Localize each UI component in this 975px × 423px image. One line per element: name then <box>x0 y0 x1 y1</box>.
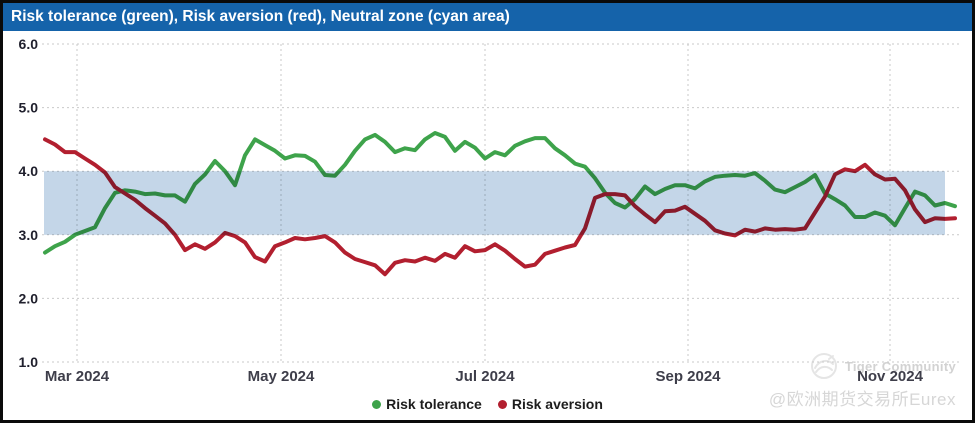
svg-text:2.0: 2.0 <box>19 290 39 306</box>
svg-text:1.0: 1.0 <box>19 354 39 370</box>
chart-title: Risk tolerance (green), Risk aversion (r… <box>11 8 510 25</box>
svg-text:Jul 2024: Jul 2024 <box>455 368 515 385</box>
svg-text:Nov 2024: Nov 2024 <box>857 368 924 385</box>
svg-text:Mar 2024: Mar 2024 <box>45 368 110 385</box>
risk-aversion-dot-icon <box>497 399 507 409</box>
legend-label-risk-aversion: Risk aversion <box>511 396 603 412</box>
legend-label-risk-tolerance: Risk tolerance <box>386 396 482 412</box>
legend-item-risk-aversion: Risk aversion <box>497 396 603 412</box>
tiger-community-logo-icon <box>810 353 837 379</box>
chart-legend: Risk tolerance Risk aversion <box>3 396 972 412</box>
chart-title-bar: Risk tolerance (green), Risk aversion (r… <box>3 3 972 31</box>
risk-line-chart: 6.0 5.0 4.0 3.0 2.0 1.0 Mar 2024 May 2024 Jul 20… <box>19 36 962 385</box>
svg-text:3.0: 3.0 <box>19 227 39 243</box>
svg-text:May 2024: May 2024 <box>248 368 315 385</box>
legend-item-risk-tolerance: Risk tolerance <box>372 396 482 412</box>
watermark-handle: @欧洲期货交易所Eurex <box>768 390 956 409</box>
svg-text:6.0: 6.0 <box>19 36 39 52</box>
risk-tolerance-dot-icon <box>372 399 382 409</box>
svg-text:Sep 2024: Sep 2024 <box>655 368 721 385</box>
svg-text:5.0: 5.0 <box>19 100 39 116</box>
svg-text:4.0: 4.0 <box>19 163 39 179</box>
